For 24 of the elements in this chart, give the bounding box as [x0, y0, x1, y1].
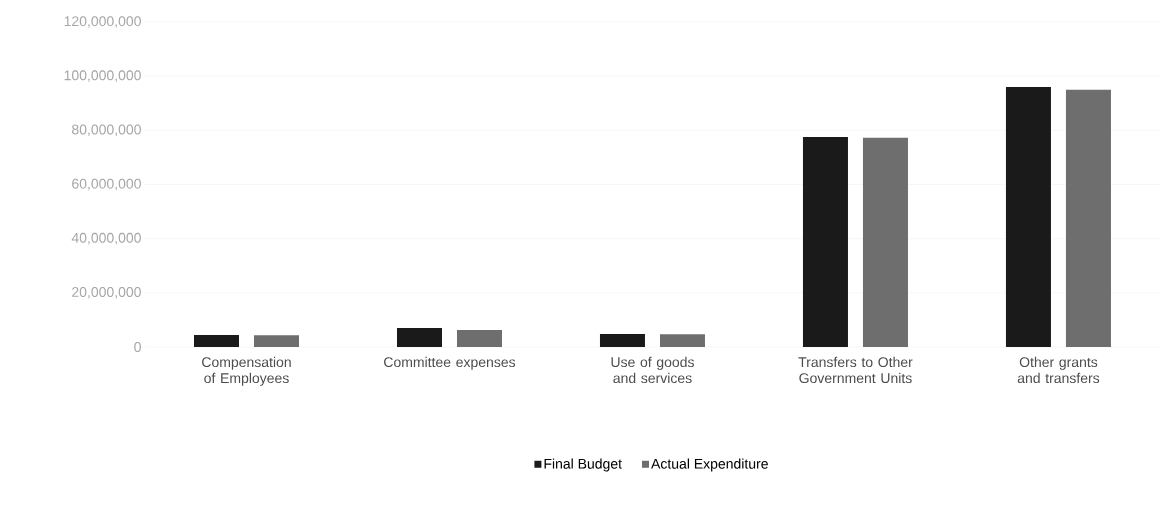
bar	[659, 334, 705, 347]
legend-label: Actual Expenditure	[651, 458, 768, 472]
y-tick-label: 20,000,000	[72, 287, 141, 299]
y-tick-label: 0	[134, 342, 141, 352]
x-tick-label: Compensation of Employees	[202, 356, 291, 386]
bar	[599, 334, 645, 347]
y-tick-label: 60,000,000	[72, 178, 141, 191]
bar	[194, 335, 239, 347]
x-tick-label: Use of goods and services	[611, 356, 694, 384]
y-tick-label: 40,000,000	[71, 232, 141, 245]
bar	[396, 328, 442, 347]
x-tick-label: Other grants and transfers	[1017, 356, 1100, 384]
legend-label: Final Budget	[544, 458, 622, 472]
y-tick-label: 120,000,000	[64, 16, 141, 28]
x-tick-label: Committee expenses	[384, 356, 516, 370]
y-tick-label: 100,000,000	[64, 70, 141, 82]
y-tick-label: 80,000,000	[72, 124, 141, 137]
bar	[802, 137, 848, 347]
bar	[862, 137, 908, 347]
bar	[254, 335, 299, 347]
bar	[456, 329, 502, 347]
bar	[1005, 87, 1051, 347]
x-tick-label: Transfers to Other Government Units	[798, 356, 913, 384]
bar	[1065, 89, 1111, 347]
